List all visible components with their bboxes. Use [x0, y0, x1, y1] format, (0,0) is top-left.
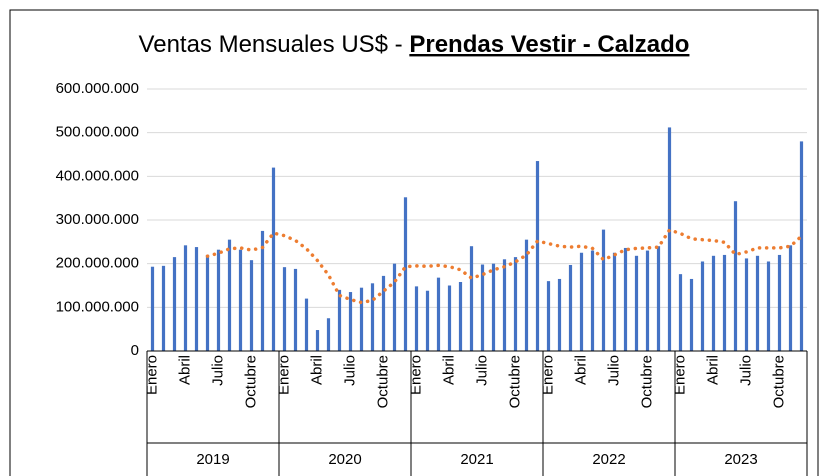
y-tick-label: 300.000.000 — [56, 211, 139, 228]
bar — [480, 264, 485, 351]
group-label: 2021 — [460, 451, 493, 468]
x-tick-label: Julio — [209, 355, 226, 386]
x-tick-label: Abril — [440, 355, 457, 385]
bar — [315, 330, 320, 351]
x-tick-label: Enero — [407, 355, 424, 395]
bar — [227, 239, 232, 351]
bar — [403, 197, 408, 351]
bar — [722, 254, 727, 351]
bar — [524, 239, 529, 351]
bar — [194, 247, 199, 351]
bar — [183, 245, 188, 351]
bar — [238, 249, 243, 351]
bar — [172, 257, 177, 351]
group-label: 2020 — [328, 451, 361, 468]
bar — [271, 167, 276, 351]
x-tick-label: Julio — [341, 355, 358, 386]
bar — [601, 229, 606, 351]
bar — [436, 277, 441, 351]
bar — [359, 287, 364, 351]
x-tick-label: Abril — [176, 355, 193, 385]
x-tick-label: Enero — [143, 355, 160, 395]
bar — [678, 274, 683, 351]
bar — [645, 250, 650, 351]
bar — [744, 258, 749, 351]
group-label: 2023 — [724, 451, 757, 468]
x-tick-label: Enero — [671, 355, 688, 395]
bar — [788, 245, 793, 351]
bar — [370, 283, 375, 351]
bar — [766, 261, 771, 351]
x-tick-label: Abril — [308, 355, 325, 385]
x-tick-label: Abril — [572, 355, 589, 385]
bar — [161, 265, 166, 351]
bar — [711, 255, 716, 351]
bar — [348, 292, 353, 351]
bar — [216, 249, 221, 351]
bar — [590, 250, 595, 351]
bar — [293, 268, 298, 351]
x-tick-label: Octubre — [374, 355, 391, 408]
y-tick-label: 0 — [131, 342, 139, 359]
bar — [700, 261, 705, 351]
bar — [513, 257, 518, 351]
trendline — [205, 227, 804, 305]
group-label: 2019 — [196, 451, 229, 468]
bar — [733, 201, 738, 351]
x-tick-label: Abril — [704, 355, 721, 385]
y-tick-label: 500.000.000 — [56, 124, 139, 141]
x-tick-label: Octubre — [638, 355, 655, 408]
bar — [425, 290, 430, 351]
chart-title: Ventas Mensuales US$ - Prendas Vestir - … — [139, 31, 690, 58]
bar — [656, 246, 661, 351]
x-tick-label: Julio — [737, 355, 754, 386]
title-highlight: Prendas Vestir - Calzado — [409, 31, 689, 58]
bar — [337, 289, 342, 351]
bar — [612, 252, 617, 351]
bar — [689, 278, 694, 351]
bar — [502, 259, 507, 351]
bar — [799, 141, 804, 351]
bar — [447, 285, 452, 351]
bar — [249, 260, 254, 351]
bar — [634, 255, 639, 351]
x-tick-label: Octubre — [242, 355, 259, 408]
bar — [579, 252, 584, 351]
bar — [205, 254, 210, 351]
bar — [469, 246, 474, 351]
bar — [392, 263, 397, 351]
y-tick-label: 100.000.000 — [56, 298, 139, 315]
bar — [546, 281, 551, 351]
y-tick-label: 600.000.000 — [56, 80, 139, 97]
x-tick-label: Octubre — [770, 355, 787, 408]
bar — [414, 286, 419, 351]
bar — [326, 318, 331, 351]
y-tick-label: 400.000.000 — [56, 167, 139, 184]
x-tick-label: Enero — [275, 355, 292, 395]
bar — [777, 254, 782, 351]
bar — [535, 161, 540, 351]
bar — [150, 266, 155, 351]
x-tick-label: Julio — [605, 355, 622, 386]
bar — [755, 255, 760, 351]
bar — [491, 263, 496, 351]
bar — [568, 264, 573, 351]
chart-border — [9, 9, 819, 476]
x-tick-label: Enero — [539, 355, 556, 395]
bar — [381, 275, 386, 351]
bar — [260, 230, 265, 351]
y-tick-label: 200.000.000 — [56, 255, 139, 272]
bar — [557, 278, 562, 351]
bar — [458, 282, 463, 351]
bar — [667, 127, 672, 351]
title-text: Ventas Mensuales US$ - — [139, 31, 410, 58]
group-label: 2022 — [592, 451, 625, 468]
bar — [282, 267, 287, 351]
x-tick-label: Julio — [473, 355, 490, 386]
bar — [304, 298, 309, 351]
bar — [623, 247, 628, 351]
x-tick-label: Octubre — [506, 355, 523, 408]
